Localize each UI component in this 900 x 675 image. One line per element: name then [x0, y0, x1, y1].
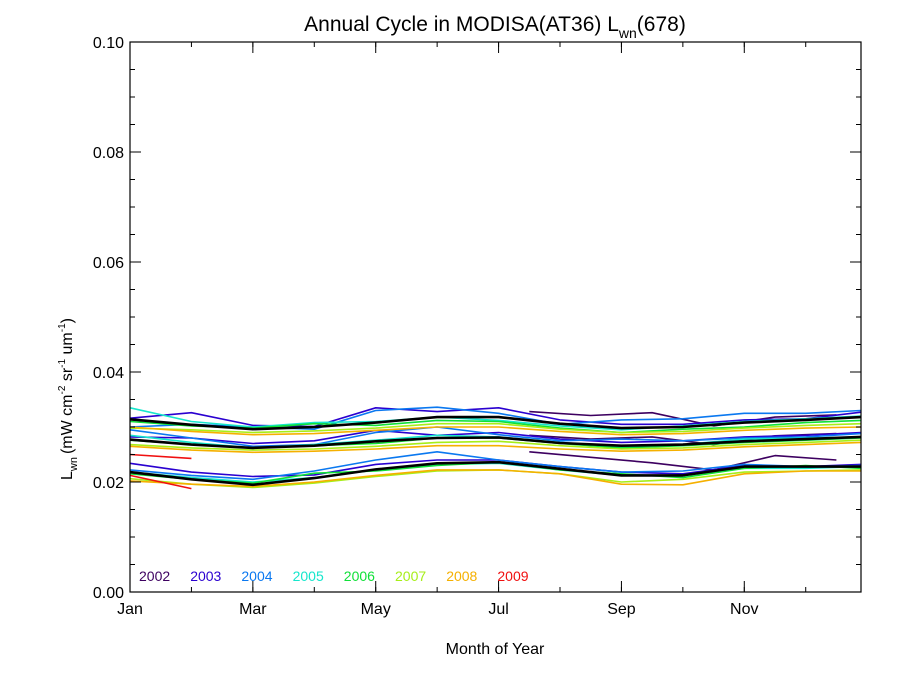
y-tick-label: 0.08	[93, 145, 124, 162]
x-tick-label: Sep	[607, 601, 636, 618]
series-mean-line-1	[129, 415, 862, 431]
series-2008	[129, 426, 862, 488]
chart-title: Annual Cycle in MODISA(AT36) Lwn(678)	[304, 13, 686, 41]
series-2004-line-3	[129, 450, 862, 481]
legend: 2002 2003 2004 2005 2006 2007 2008 2009	[139, 568, 529, 584]
y-tick-label: 0.02	[93, 475, 124, 492]
legend-item-2008: 2008	[446, 568, 477, 584]
series-mean	[129, 415, 862, 487]
chart-title-main: Annual Cycle in MODISA(AT36) L	[304, 13, 619, 36]
y-tick-label: 0.00	[93, 585, 124, 602]
series-2009-line-2	[129, 474, 192, 490]
chart-title-suffix: (678)	[637, 13, 686, 36]
x-tick-label: Nov	[730, 601, 758, 618]
legend-item-2005: 2005	[293, 568, 324, 584]
series-mean-line-2	[129, 435, 862, 450]
legend-item-2004: 2004	[241, 568, 272, 584]
x-tick-label: May	[361, 601, 391, 618]
chart-title-subscript: wn	[618, 25, 637, 41]
legend-item-2003: 2003	[190, 568, 221, 584]
plot-frame	[129, 41, 862, 593]
y-tick-label: 0.04	[93, 365, 124, 382]
series-2003-line-2	[129, 429, 862, 445]
series-2007-line-1	[129, 422, 862, 434]
series-2008-line-3	[129, 469, 861, 488]
series-2002-line-3	[529, 451, 837, 471]
series-2007-line-2	[129, 439, 862, 451]
legend-item-2007: 2007	[395, 568, 426, 584]
series-2004-line-2	[129, 426, 862, 448]
x-axis-label: Month of Year	[446, 641, 545, 658]
series-2009	[129, 453, 192, 490]
legend-item-2006: 2006	[344, 568, 375, 584]
series-2008-line-2	[129, 441, 862, 454]
legend-item-2002: 2002	[139, 568, 170, 584]
y-tick-label: 0.06	[93, 255, 124, 272]
series-2008-line-1	[129, 426, 862, 436]
series-mean-line-3	[129, 460, 861, 487]
series-2009-line-1	[129, 453, 192, 460]
series-2003-line-1	[129, 406, 862, 428]
axes-layer: Jan Mar May Jul Sep Nov 0.00 0.02 0.04 0.06 0.08 0.…	[93, 35, 862, 618]
y-tick-label: 0.10	[93, 35, 124, 52]
x-tick-label: Jan	[117, 601, 143, 618]
y-axis-label: Lwn(mW cm-2 sr-1 um-1)	[57, 318, 80, 480]
series-layer	[129, 406, 862, 490]
x-tick-label: Jul	[488, 601, 508, 618]
legend-item-2009: 2009	[497, 568, 528, 584]
x-tick-label: Mar	[239, 601, 267, 618]
